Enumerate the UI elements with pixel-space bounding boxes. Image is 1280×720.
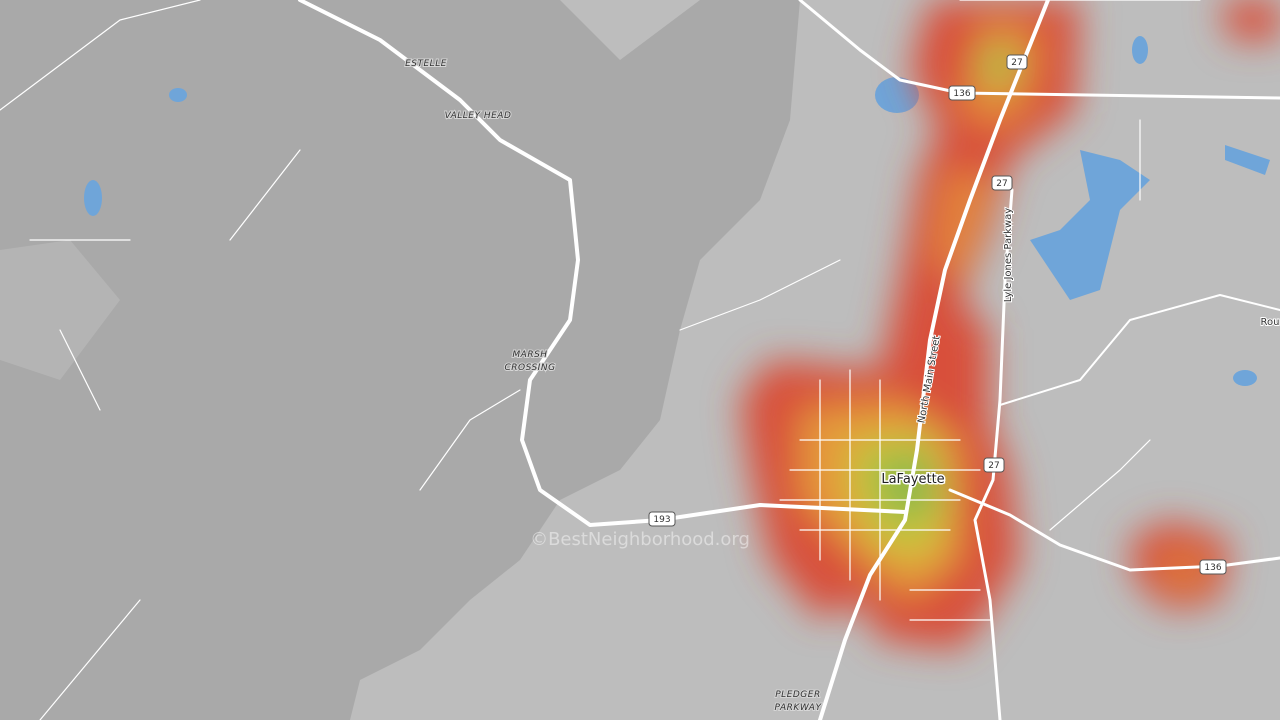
lyle-jones-parkway xyxy=(973,188,1014,720)
shields: 27 27 27 136 136 193 xyxy=(648,54,1227,575)
shield-box xyxy=(648,511,676,527)
route-193 xyxy=(298,0,907,527)
place-label: VALLEY HEAD xyxy=(445,111,512,121)
street-label: Lyle Jones Parkway xyxy=(1003,208,1014,303)
route-136-east xyxy=(948,488,1280,572)
shield-box xyxy=(1006,54,1028,70)
shield-box xyxy=(991,175,1013,191)
streets xyxy=(0,0,1201,720)
water xyxy=(84,36,1270,386)
shield-label: 136 xyxy=(953,89,970,99)
shield-label: 27 xyxy=(1011,58,1022,68)
road xyxy=(999,294,1280,406)
shield-box xyxy=(1199,559,1227,575)
valley xyxy=(0,240,120,380)
us-27 xyxy=(818,0,1050,720)
place-label: PARKWAY xyxy=(775,703,823,713)
hills xyxy=(0,0,800,720)
watermark: ©BestNeighborhood.org xyxy=(530,529,750,550)
place-label: PLEDGER xyxy=(775,690,820,700)
city-label: LaFayette xyxy=(881,472,944,487)
shield-label: 27 xyxy=(988,461,999,471)
shield-label: 136 xyxy=(1204,563,1221,573)
place-label: ESTELLE xyxy=(405,59,447,69)
shield-box xyxy=(948,85,976,101)
place-label: MARSH xyxy=(512,350,547,360)
shield-label: 27 xyxy=(996,179,1007,189)
heatmap xyxy=(740,0,1280,650)
shield-box xyxy=(983,457,1005,473)
shield-label: 193 xyxy=(653,515,670,525)
street-label: Rou xyxy=(1261,317,1280,328)
place-label: CROSSING xyxy=(504,363,555,373)
route-136-north xyxy=(798,0,1280,100)
